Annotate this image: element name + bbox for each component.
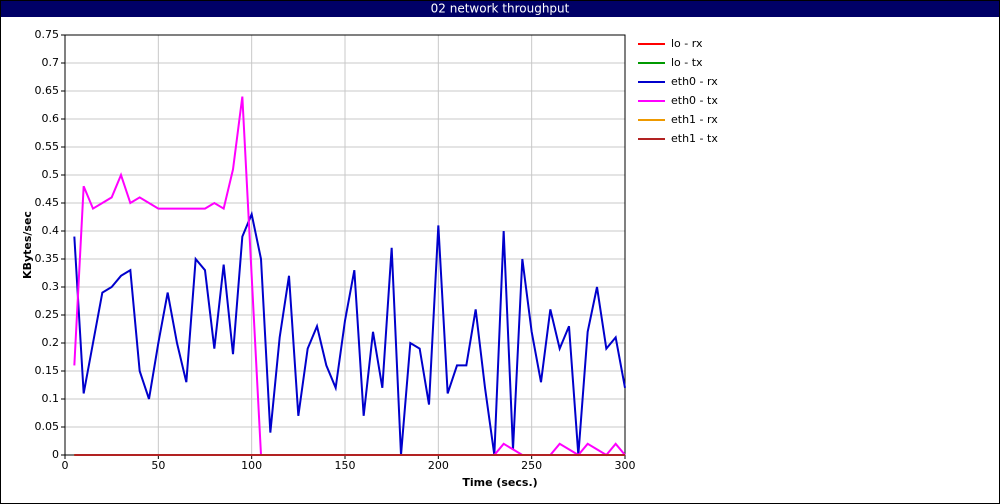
y-tick-label: 0.1 — [42, 392, 60, 405]
x-tick-label: 100 — [241, 459, 262, 472]
y-tick-label: 0.4 — [42, 224, 60, 237]
legend-label: lo - tx — [671, 56, 703, 69]
y-tick-label: 0.5 — [42, 168, 60, 181]
y-tick-label: 0.65 — [35, 84, 60, 97]
x-tick-label: 200 — [428, 459, 449, 472]
y-tick-label: 0.25 — [35, 308, 60, 321]
y-tick-label: 0.3 — [42, 280, 60, 293]
y-axis-label: KBytes/sec — [21, 211, 34, 279]
y-tick-label: 0.2 — [42, 336, 60, 349]
y-tick-label: 0.15 — [35, 364, 60, 377]
x-tick-label: 0 — [62, 459, 69, 472]
legend-label: eth1 - tx — [671, 132, 718, 145]
legend-label: eth1 - rx — [671, 113, 718, 126]
x-axis-label: Time (secs.) — [462, 476, 537, 489]
legend-label: lo - rx — [671, 37, 703, 50]
y-tick-label: 0.45 — [35, 196, 60, 209]
y-tick-label: 0.05 — [35, 420, 60, 433]
series-line — [73, 210, 626, 456]
y-tick-label: 0.75 — [35, 28, 60, 41]
y-tick-label: 0.55 — [35, 140, 60, 153]
y-tick-label: 0.35 — [35, 252, 60, 265]
legend-label: eth0 - rx — [671, 75, 718, 88]
x-tick-label: 150 — [335, 459, 356, 472]
y-tick-label: 0 — [52, 448, 59, 461]
chart-title: 02 network throughput — [431, 2, 570, 16]
x-tick-label: 300 — [615, 459, 636, 472]
x-tick-label: 50 — [151, 459, 165, 472]
x-tick-label: 250 — [521, 459, 542, 472]
y-tick-label: 0.7 — [42, 56, 60, 69]
title-bar — [1, 1, 999, 17]
legend-label: eth0 - tx — [671, 94, 718, 107]
y-tick-label: 0.6 — [42, 112, 60, 125]
